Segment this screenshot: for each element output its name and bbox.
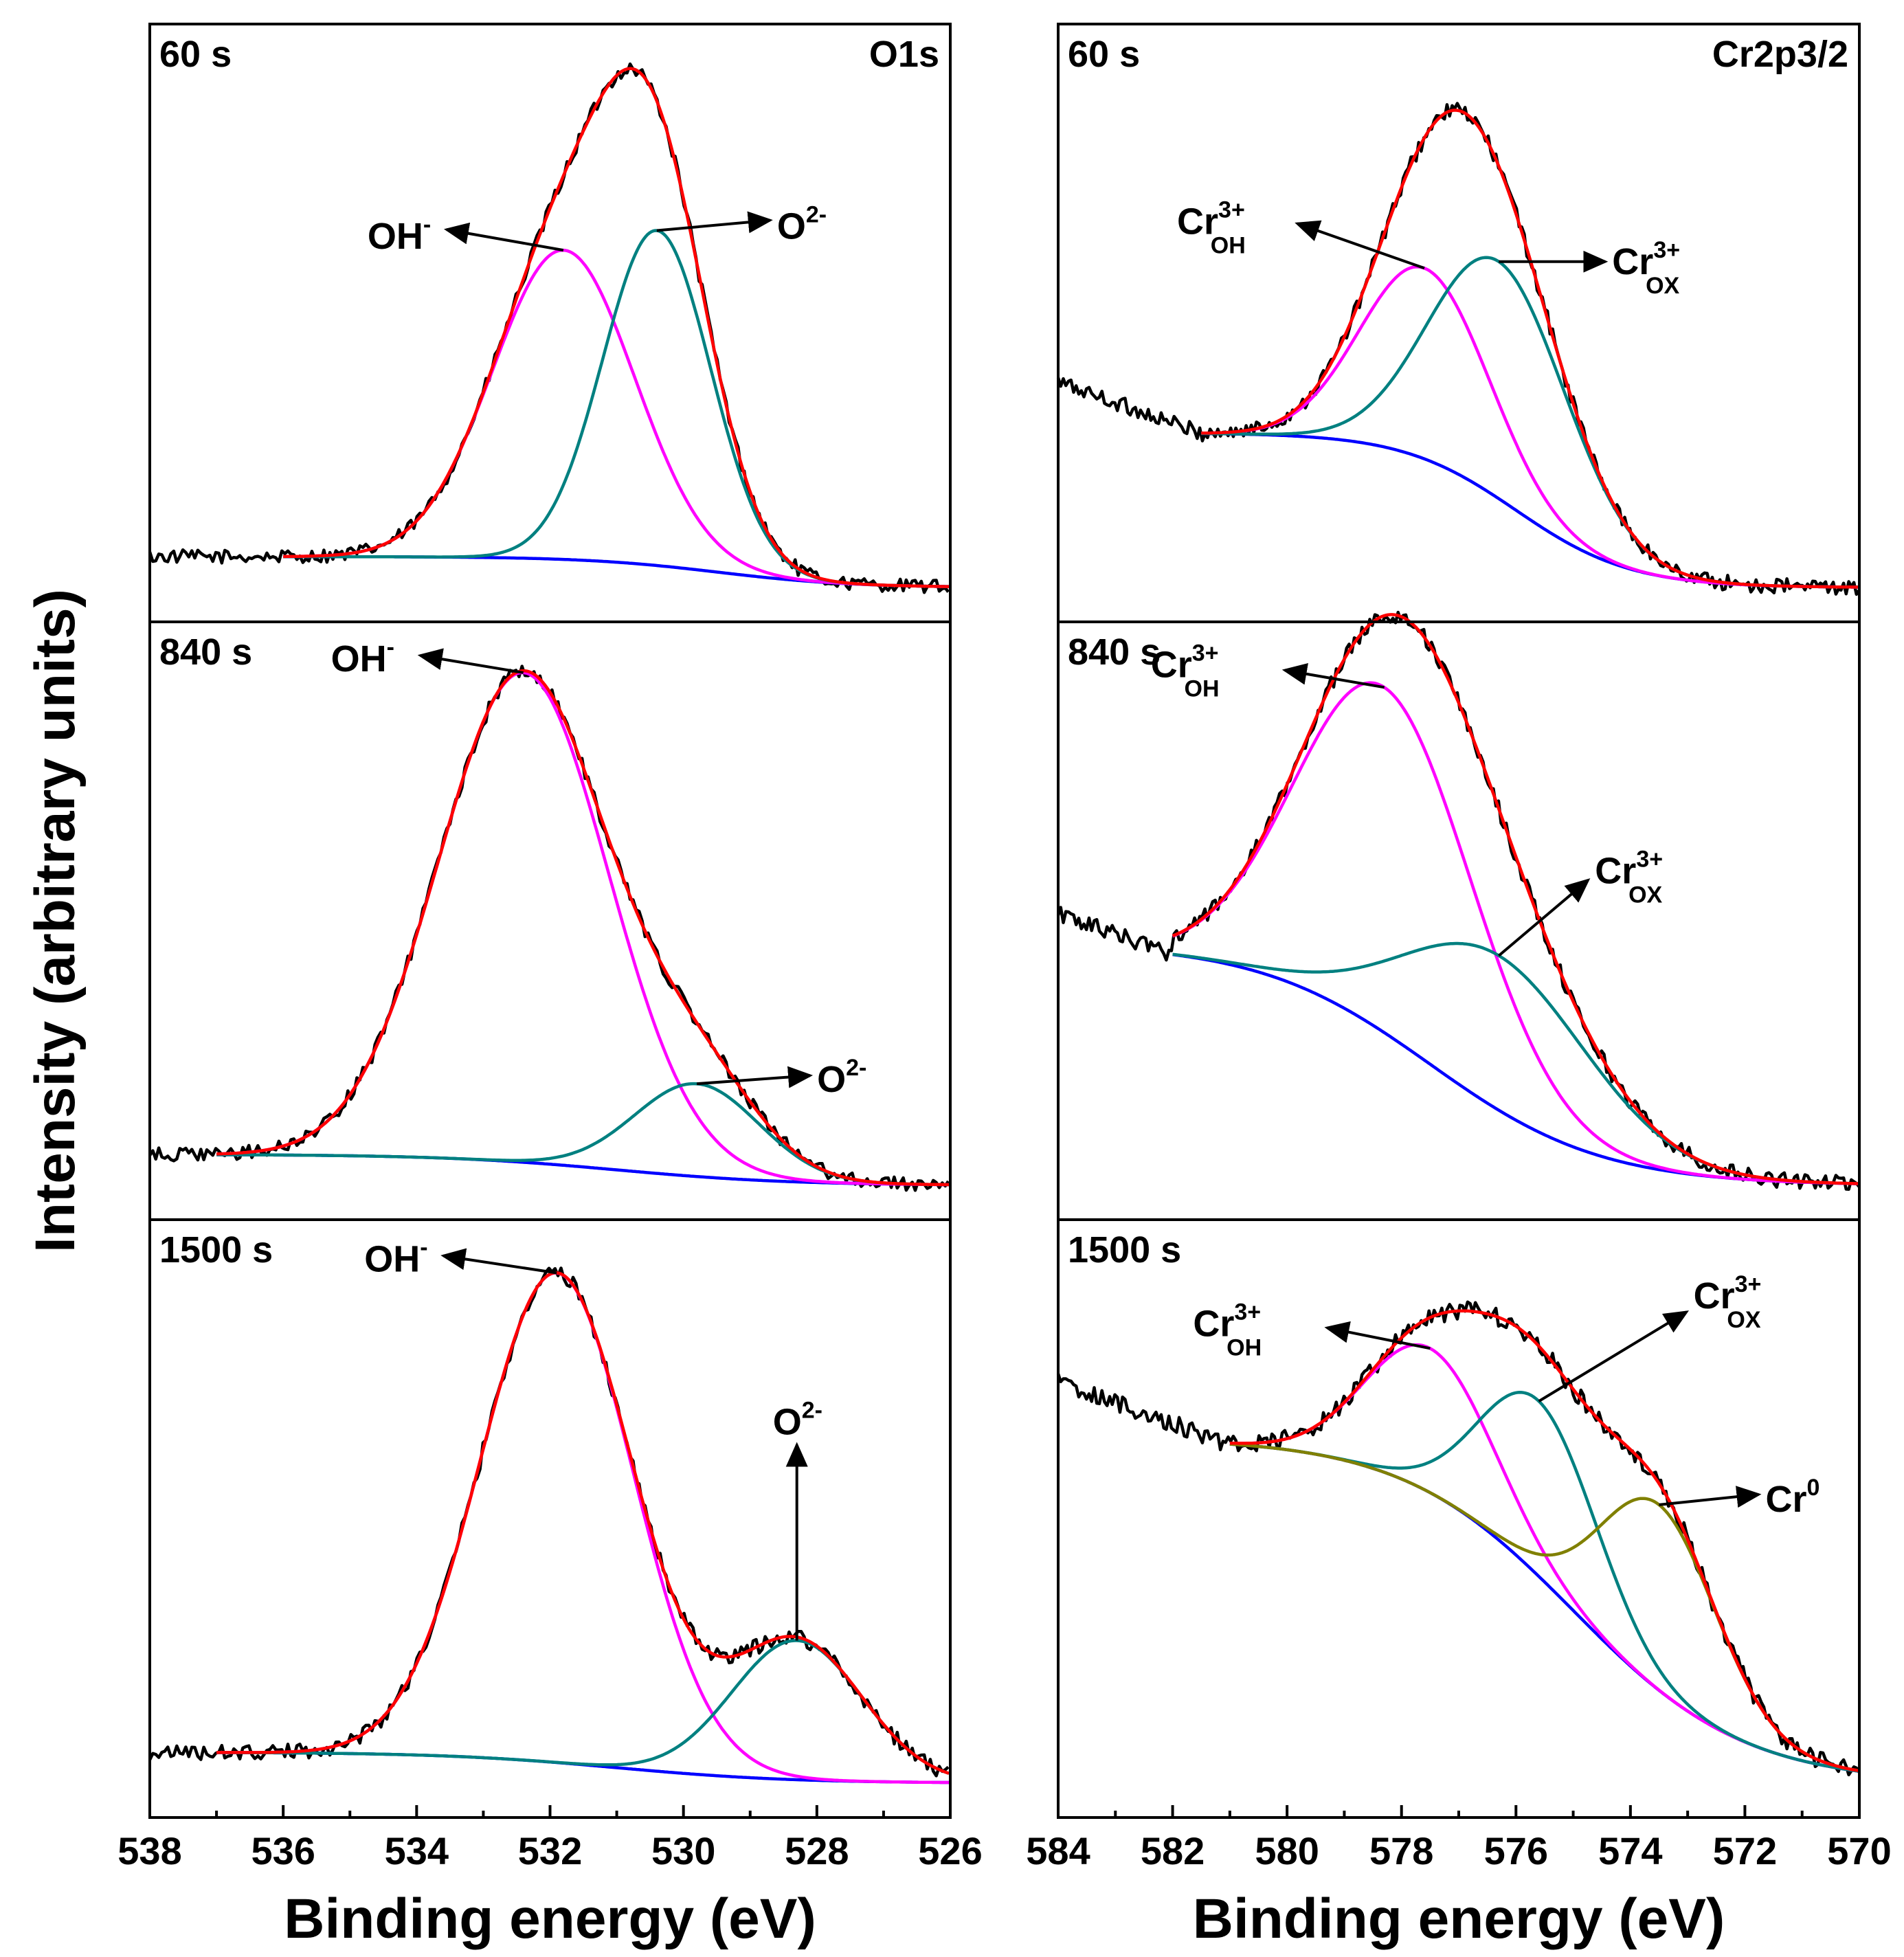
- x-tick-label: 574: [1598, 1829, 1662, 1872]
- background-line: [216, 1153, 950, 1187]
- component-cr3-ox-line: [1172, 941, 1859, 1185]
- experimental-data-line: [1056, 102, 1861, 596]
- annotation-label: O2-: [773, 1397, 822, 1442]
- component-cr3-ox-line: [1201, 256, 1859, 589]
- annotation-arrow: [1659, 1486, 1762, 1508]
- background-line: [216, 1751, 950, 1785]
- x-tick-label: 532: [518, 1829, 582, 1872]
- experimental-data-line: [148, 62, 950, 594]
- x-tick-label: 534: [385, 1829, 449, 1872]
- background-line: [1201, 432, 1859, 589]
- annotation-arrow: [443, 222, 564, 252]
- panel-Cr2p-1: Cr3+ OH Cr3+ OX 60 s Cr2p3/2: [1056, 23, 1861, 623]
- panel-Cr2p-3: Cr3+ OH Cr3+ OX Cr0 1500 s 584 582 580 578 576 574 5…: [1026, 1218, 1892, 1950]
- annotation-arrow: [1538, 1310, 1690, 1402]
- x-tick-label: 526: [918, 1829, 982, 1872]
- annotation-label: Cr3+ OX: [1694, 1271, 1762, 1333]
- annotation-label: OH-: [364, 1235, 427, 1280]
- panel-frame: [1057, 23, 1861, 623]
- component-oh--line: [283, 248, 950, 588]
- fit-envelope-line: [1172, 613, 1859, 1185]
- panel-O1s-3: OH- O2- 1500 s 538 536 534 532 530 528 526 Binding…: [117, 1218, 983, 1950]
- annotation-label: OH-: [368, 212, 431, 257]
- x-tick-label: 582: [1141, 1829, 1205, 1872]
- fit-envelope-line: [216, 1271, 950, 1775]
- component-oh--line: [216, 1271, 950, 1785]
- spectrum-label: O1s: [869, 34, 939, 75]
- annotation-label: Cr3+ OX: [1612, 237, 1680, 299]
- annotation-label: Cr0: [1766, 1475, 1820, 1520]
- x-tick-label: 538: [117, 1829, 181, 1872]
- y-axis-label: Intensity (arbitrary units): [24, 589, 87, 1253]
- fit-envelope-line: [1229, 1309, 1859, 1772]
- component-cr0-line: [1229, 1442, 1859, 1772]
- annotation-label: Cr3+ OX: [1595, 847, 1663, 908]
- annotation-arrow: [440, 1248, 557, 1275]
- fit-envelope-line: [283, 67, 950, 588]
- panel-frame: [148, 1218, 952, 1819]
- experimental-data-line: [148, 1266, 950, 1778]
- panel-time-label: 1500 s: [159, 1229, 273, 1271]
- panel-time-label: 60 s: [159, 34, 232, 75]
- annotation-arrow: [656, 211, 773, 234]
- x-tick-label: 530: [651, 1829, 715, 1872]
- annotation-label: Cr3+ OH: [1151, 640, 1220, 702]
- x-tick-label: 578: [1369, 1829, 1433, 1872]
- component-oh--line: [216, 671, 950, 1187]
- panel-frame: [1057, 620, 1861, 1221]
- panel-Cr2p-2: Cr3+ OH Cr3+ OX 840 s: [1056, 610, 1861, 1221]
- x-axis-label: Binding energy (eV): [284, 1888, 816, 1950]
- panel-frame: [148, 620, 952, 1221]
- panel-O1s-1: OH- O2- 60 s O1s: [148, 23, 952, 623]
- panel-time-label: 60 s: [1068, 34, 1140, 75]
- x-tick-label: 536: [251, 1829, 315, 1872]
- x-tick-label: 576: [1484, 1829, 1548, 1872]
- spectrum-label: Cr2p3/2: [1712, 34, 1848, 75]
- x-tick-label: 580: [1255, 1829, 1319, 1872]
- panel-frame: [148, 23, 952, 623]
- annotation-label: OH-: [331, 634, 394, 680]
- panel-time-label: 840 s: [1068, 631, 1161, 673]
- x-tick-label: 584: [1026, 1829, 1090, 1872]
- panel-O1s-2: OH- O2- 840 s: [148, 620, 952, 1221]
- annotation-label: O2-: [777, 202, 827, 247]
- panel-time-label: 1500 s: [1068, 1229, 1181, 1271]
- x-axis-label: Binding energy (eV): [1193, 1888, 1725, 1950]
- annotation-arrow: [1295, 220, 1425, 270]
- x-tick-label: 528: [785, 1829, 849, 1872]
- fit-envelope-line: [1201, 109, 1859, 589]
- fit-envelope-line: [216, 669, 950, 1187]
- background-line: [1172, 952, 1859, 1185]
- component-cr3-oh-line: [1201, 265, 1859, 589]
- background-line: [1229, 1442, 1859, 1773]
- experimental-data-line: [148, 664, 950, 1192]
- component-o2--line: [283, 229, 950, 588]
- annotation-label: Cr3+ OH: [1177, 197, 1246, 258]
- panel-time-label: 840 s: [159, 631, 252, 673]
- annotation-arrow: [1281, 663, 1385, 689]
- component-cr3-oh-line: [1172, 681, 1859, 1185]
- component-o2--line: [216, 1639, 950, 1775]
- x-tick-label: 570: [1827, 1829, 1891, 1872]
- annotation-arrow: [1498, 878, 1591, 957]
- x-tick-label: 572: [1713, 1829, 1777, 1872]
- annotation-label: O2-: [817, 1055, 866, 1100]
- annotation-arrow: [1324, 1321, 1431, 1350]
- annotation-arrow: [417, 648, 524, 674]
- annotation-label: Cr3+ OH: [1193, 1299, 1262, 1361]
- annotation-arrow: [696, 1066, 814, 1088]
- experimental-data-line: [1056, 1300, 1861, 1777]
